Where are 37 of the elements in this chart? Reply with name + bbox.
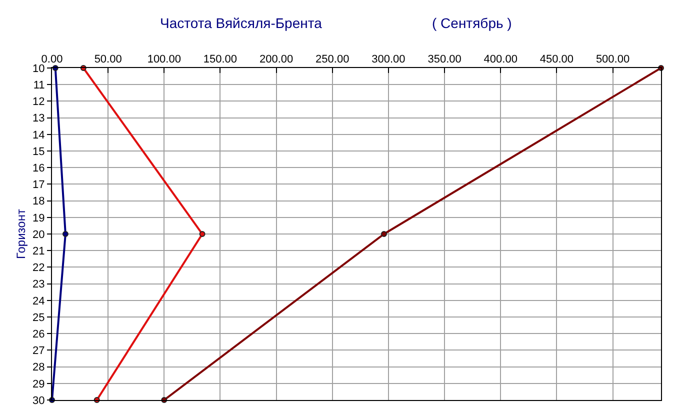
y-tick-label: 26: [32, 328, 45, 340]
y-tick-label: 14: [32, 129, 45, 142]
x-tick-label: 250.00: [316, 54, 350, 66]
x-tick-label: 200.00: [259, 54, 294, 66]
y-tick-label: 21: [32, 245, 45, 258]
y-tick-label: 13: [32, 112, 45, 125]
y-tick-label: 16: [32, 162, 45, 174]
x-tick-label: 450.00: [540, 54, 574, 66]
y-tick-label: 28: [32, 362, 45, 374]
chart-title: Частота Вяйсяля-Брента: [160, 15, 322, 31]
x-tick-label: 500.00: [596, 54, 630, 66]
chart-subtitle: ( Сентябрь ): [432, 15, 512, 31]
x-tick-label: 50.00: [94, 54, 122, 66]
y-tick-label: 20: [32, 228, 45, 241]
y-tick-label: 17: [32, 179, 45, 192]
x-tick-label: 400.00: [484, 54, 518, 66]
x-tick-label: 150.00: [203, 54, 238, 66]
point: [380, 231, 387, 237]
y-tick-label: 18: [32, 196, 45, 208]
y-tick-label: 15: [32, 146, 45, 158]
y-axis-title: Горизонт: [14, 208, 28, 259]
y-tick-label: 10: [32, 62, 45, 75]
y-tick-label: 25: [32, 312, 45, 324]
x-tick-label: 300.00: [372, 54, 406, 66]
y-tick-label: 12: [32, 96, 45, 108]
y-tick-label: 19: [32, 212, 45, 224]
y-tick-label: 24: [32, 295, 45, 308]
y-tick-label: 30: [32, 394, 45, 407]
point: [62, 231, 68, 237]
y-tick-label: 29: [32, 378, 45, 390]
x-tick-label: 100.00: [147, 54, 181, 66]
y-tick-label: 23: [32, 278, 45, 291]
y-tick-label: 27: [32, 345, 45, 358]
point: [199, 231, 206, 237]
y-tick-label: 22: [32, 262, 45, 274]
x-tick-label: 350.00: [428, 54, 462, 66]
y-tick-label: 11: [33, 79, 45, 92]
